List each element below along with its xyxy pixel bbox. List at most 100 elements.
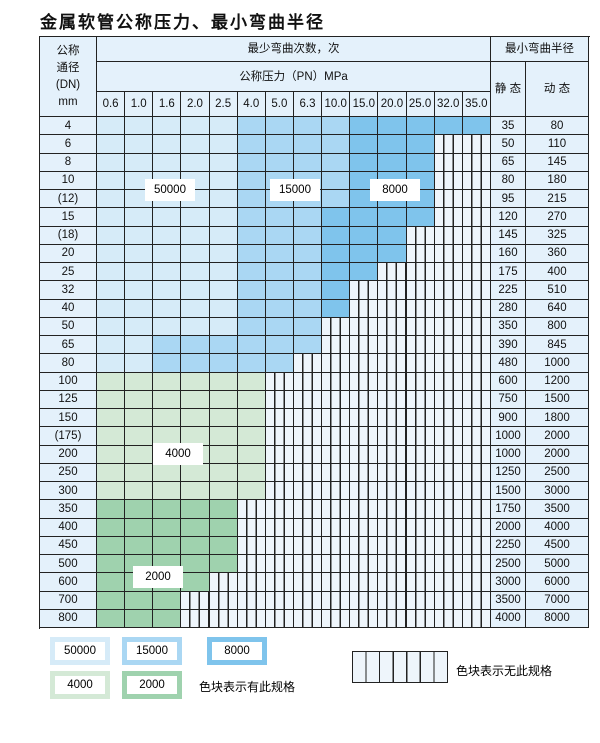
cell-has-spec (125, 317, 154, 336)
row-dn: 50 (40, 317, 97, 336)
cell-has-spec (322, 208, 351, 227)
cell-no-spec (406, 354, 435, 373)
row-static-radius: 2000 (491, 518, 526, 537)
cell-no-spec (265, 463, 294, 482)
row-dynamic-radius: 845 (526, 336, 589, 355)
cell-no-spec (322, 390, 351, 409)
cell-has-spec (209, 354, 238, 373)
cell-has-spec (97, 573, 126, 592)
row-dynamic-radius: 4000 (526, 518, 589, 537)
cell-has-spec (181, 208, 210, 227)
cell-has-spec (209, 463, 238, 482)
row-dynamic-radius: 3500 (526, 500, 589, 519)
cell-has-spec (181, 336, 210, 355)
row-dn: 700 (40, 591, 97, 610)
cell-no-spec (209, 573, 238, 592)
page-title: 金属软管公称压力、最小弯曲半径 (40, 13, 325, 33)
cell-has-spec (97, 463, 126, 482)
pressure-col-header: 10.0 (322, 92, 351, 117)
cell-no-spec (378, 591, 407, 610)
cell-no-spec (406, 281, 435, 300)
region-label-4000: 4000 (153, 443, 203, 465)
row-static-radius: 1500 (491, 482, 526, 501)
row-dn: (175) (40, 427, 97, 446)
cell-has-spec (181, 317, 210, 336)
cell-no-spec (434, 171, 463, 190)
cell-has-spec (153, 500, 182, 519)
cell-has-spec (181, 573, 210, 592)
cell-no-spec (378, 555, 407, 574)
cell-has-spec (237, 299, 266, 318)
cell-no-spec (237, 591, 266, 610)
cell-no-spec (406, 463, 435, 482)
cell-no-spec (406, 372, 435, 391)
row-dynamic-radius: 2000 (526, 445, 589, 464)
cell-has-spec (153, 372, 182, 391)
cell-no-spec (237, 609, 266, 628)
cell-has-spec (153, 591, 182, 610)
cell-has-spec (209, 390, 238, 409)
cell-has-spec (125, 591, 154, 610)
cell-has-spec (125, 336, 154, 355)
cell-no-spec (322, 573, 351, 592)
row-dynamic-radius: 360 (526, 244, 589, 263)
cell-has-spec (181, 518, 210, 537)
row-dynamic-radius: 1000 (526, 354, 589, 373)
cell-no-spec (350, 354, 379, 373)
cell-no-spec (378, 518, 407, 537)
cell-no-spec (406, 518, 435, 537)
cell-no-spec (293, 591, 323, 610)
cell-has-spec (237, 372, 266, 391)
cell-has-spec (209, 317, 238, 336)
cell-no-spec (293, 463, 323, 482)
header-dynamic: 动 态 (526, 62, 589, 117)
cell-has-spec (97, 445, 126, 464)
row-dynamic-radius: 325 (526, 226, 589, 245)
cell-no-spec (350, 555, 379, 574)
cell-has-spec (97, 409, 126, 428)
row-dn: 500 (40, 555, 97, 574)
cell-has-spec (181, 555, 210, 574)
row-dn: 8 (40, 153, 97, 172)
cell-has-spec (97, 518, 126, 537)
cell-no-spec (462, 463, 491, 482)
cell-has-spec (153, 117, 182, 136)
cell-no-spec (462, 591, 491, 610)
pressure-col-header: 4.0 (237, 92, 266, 117)
row-dynamic-radius: 2000 (526, 427, 589, 446)
row-dn: 80 (40, 354, 97, 373)
region-label-8000: 8000 (370, 179, 420, 201)
cell-no-spec (434, 317, 463, 336)
cell-no-spec (322, 482, 351, 501)
row-static-radius: 900 (491, 409, 526, 428)
cell-no-spec (462, 226, 491, 245)
cell-has-spec (265, 317, 294, 336)
row-dynamic-radius: 8000 (526, 609, 589, 628)
cell-has-spec (153, 354, 182, 373)
cell-no-spec (265, 536, 294, 555)
cell-no-spec (350, 463, 379, 482)
row-static-radius: 80 (491, 171, 526, 190)
cell-has-spec (237, 244, 266, 263)
row-static-radius: 350 (491, 317, 526, 336)
cell-has-spec (293, 317, 323, 336)
row-static-radius: 65 (491, 153, 526, 172)
cell-has-spec (237, 208, 266, 227)
row-dn: (18) (40, 226, 97, 245)
row-dn: 15 (40, 208, 97, 227)
cell-has-spec (237, 409, 266, 428)
cell-no-spec (462, 208, 491, 227)
legend-8000: 8000 (207, 637, 267, 665)
cell-no-spec (434, 518, 463, 537)
pressure-col-header: 0.6 (97, 92, 126, 117)
cell-no-spec (322, 609, 351, 628)
cell-no-spec (434, 445, 463, 464)
cell-has-spec (293, 244, 323, 263)
cell-has-spec (237, 153, 266, 172)
cell-has-spec (237, 190, 266, 209)
cell-no-spec (434, 263, 463, 282)
row-dn: 150 (40, 409, 97, 428)
cell-has-spec (237, 354, 266, 373)
cell-has-spec (181, 500, 210, 519)
cell-has-spec (322, 117, 351, 136)
